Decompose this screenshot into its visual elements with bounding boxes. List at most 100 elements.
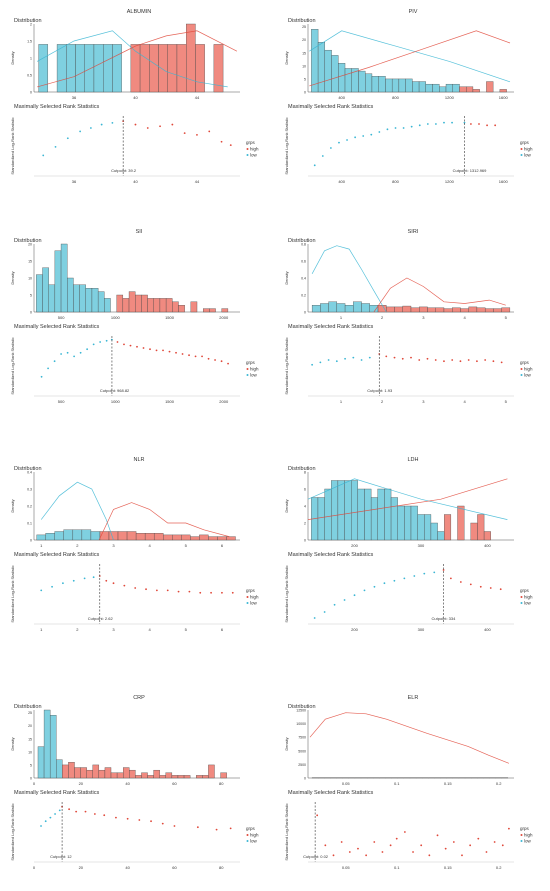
hist-bar-high: [410, 307, 420, 313]
stat-point-high: [84, 810, 87, 813]
stat-xtick-label: 4: [149, 627, 152, 632]
stat-axis-label: Standardized Log-Rank Statistic: [10, 803, 15, 860]
hist-bar-high: [181, 534, 191, 541]
hist-bar-low: [430, 522, 438, 541]
stat-point-high: [183, 132, 186, 135]
hist-bar-high: [177, 775, 185, 779]
stat-point-high: [207, 357, 210, 360]
stat-point-high: [181, 353, 184, 355]
hist-ytick-label: 25: [28, 711, 32, 715]
hist-ytick-label: 2500: [298, 763, 306, 767]
distribution-label: Distribution: [288, 18, 316, 24]
stat-point-low: [49, 816, 52, 819]
hist-bar-low: [439, 86, 447, 93]
hist-bar-low: [45, 533, 55, 541]
stat-point-high: [418, 359, 421, 361]
stat-axis-label: Standardized Log-Rank Statistic: [10, 337, 15, 394]
legend-label-high: high: [524, 833, 533, 838]
hist-ytick-label: 15: [302, 51, 306, 55]
hist-bar-low: [405, 78, 413, 93]
stat-point-high: [199, 591, 202, 594]
hist-ytick-label: 20: [302, 38, 306, 42]
stat-point-low: [378, 131, 381, 133]
hist-ytick-label: 0.8: [301, 243, 306, 247]
hist-bar-high: [466, 86, 474, 93]
stat-xtick-label: 0.15: [444, 865, 453, 870]
density-curve-low: [40, 481, 114, 541]
stat-point-low: [42, 154, 45, 157]
stat-point-low: [344, 357, 346, 360]
stat-point-high: [201, 355, 203, 358]
hist-bar-low: [112, 44, 122, 93]
hist-ytick-label: 0: [304, 91, 306, 95]
distribution-label: Distribution: [288, 704, 316, 710]
stat-point-low: [92, 576, 95, 579]
stat-point-high: [469, 583, 472, 586]
stat-point-high: [493, 841, 496, 843]
hist-ytick-label: 10000: [296, 722, 306, 726]
hist-bar-low: [43, 709, 51, 779]
hist-bar-high: [165, 298, 173, 313]
density-axis-label: Density: [284, 51, 289, 64]
stat-point-high: [220, 140, 223, 143]
stat-xtick-label: 36: [72, 179, 77, 184]
hist-bar-low: [445, 83, 453, 93]
stat-point-low: [451, 121, 453, 124]
density-curve-high: [309, 712, 510, 764]
stat-point-high: [489, 587, 492, 589]
panel-elr: ELR Distribution Maximally Selected Rank S…: [284, 695, 533, 870]
stat-axis-label: Standardized Log-Rank Statistic: [284, 337, 289, 394]
hist-bar-high: [153, 769, 160, 779]
stat-point-high: [155, 349, 158, 352]
stat-point-low: [83, 577, 86, 580]
cutpoint-label: Cutpoint: 1312.969: [453, 168, 488, 173]
stat-point-high: [220, 360, 223, 363]
stat-point-high: [134, 123, 137, 126]
hist-ytick-label: 0: [30, 311, 32, 315]
stat-point-high: [478, 123, 480, 125]
density-curve-low: [36, 30, 228, 88]
distribution-label: Distribution: [14, 704, 42, 710]
hist-bar-high: [226, 536, 236, 541]
hist-bar-low: [97, 291, 105, 313]
stat-point-low: [86, 348, 89, 351]
stat-point-high: [420, 844, 423, 847]
stat-point-low: [335, 360, 338, 363]
hist-ytick-label: 0.2: [301, 294, 306, 298]
legend-title: grps: [246, 588, 256, 593]
stat-xtick-label: 20: [79, 865, 84, 870]
hist-xtick-label: 2: [381, 315, 384, 320]
hist-bar-low: [90, 531, 101, 541]
stat-point-low: [92, 343, 95, 346]
hist-ytick-label: 2: [30, 23, 32, 27]
stat-axis-label: Standardized Log-Rank Statistic: [284, 803, 289, 860]
hist-ytick-label: 10: [28, 277, 32, 281]
stat-axis-label: Standardized Log-Rank Statistic: [10, 117, 15, 174]
stat-point-high: [123, 343, 125, 346]
hist-bar-low: [36, 534, 46, 541]
hist-ytick-label: 15: [28, 260, 32, 264]
hist-bar-high: [208, 764, 215, 779]
stat-point-low: [62, 582, 64, 585]
hist-xtick-label: 5: [505, 315, 508, 320]
distribution-label: Distribution: [288, 238, 316, 244]
hist-xtick-label: 6: [221, 543, 224, 548]
stat-point-high: [231, 591, 234, 594]
hist-ytick-label: 8: [304, 471, 306, 475]
hist-bar-high: [123, 767, 130, 779]
hist-bar-high: [459, 86, 467, 93]
hist-bar-high: [92, 764, 100, 779]
stat-point-high: [196, 133, 198, 136]
legend-label-low: low: [250, 839, 258, 844]
hist-bar-high: [135, 294, 142, 313]
hist-bar-high: [377, 305, 387, 313]
stat-point-high: [500, 361, 503, 364]
stat-point-high: [401, 357, 404, 360]
stat-point-high: [393, 356, 396, 359]
stat-point-low: [40, 825, 42, 827]
stat-point-high: [168, 350, 171, 353]
hist-bar-high: [149, 44, 159, 93]
stat-point-low: [111, 121, 114, 124]
cutpoint-label: Cutpoint: 0.02: [303, 854, 329, 859]
stat-point-high: [188, 354, 190, 357]
